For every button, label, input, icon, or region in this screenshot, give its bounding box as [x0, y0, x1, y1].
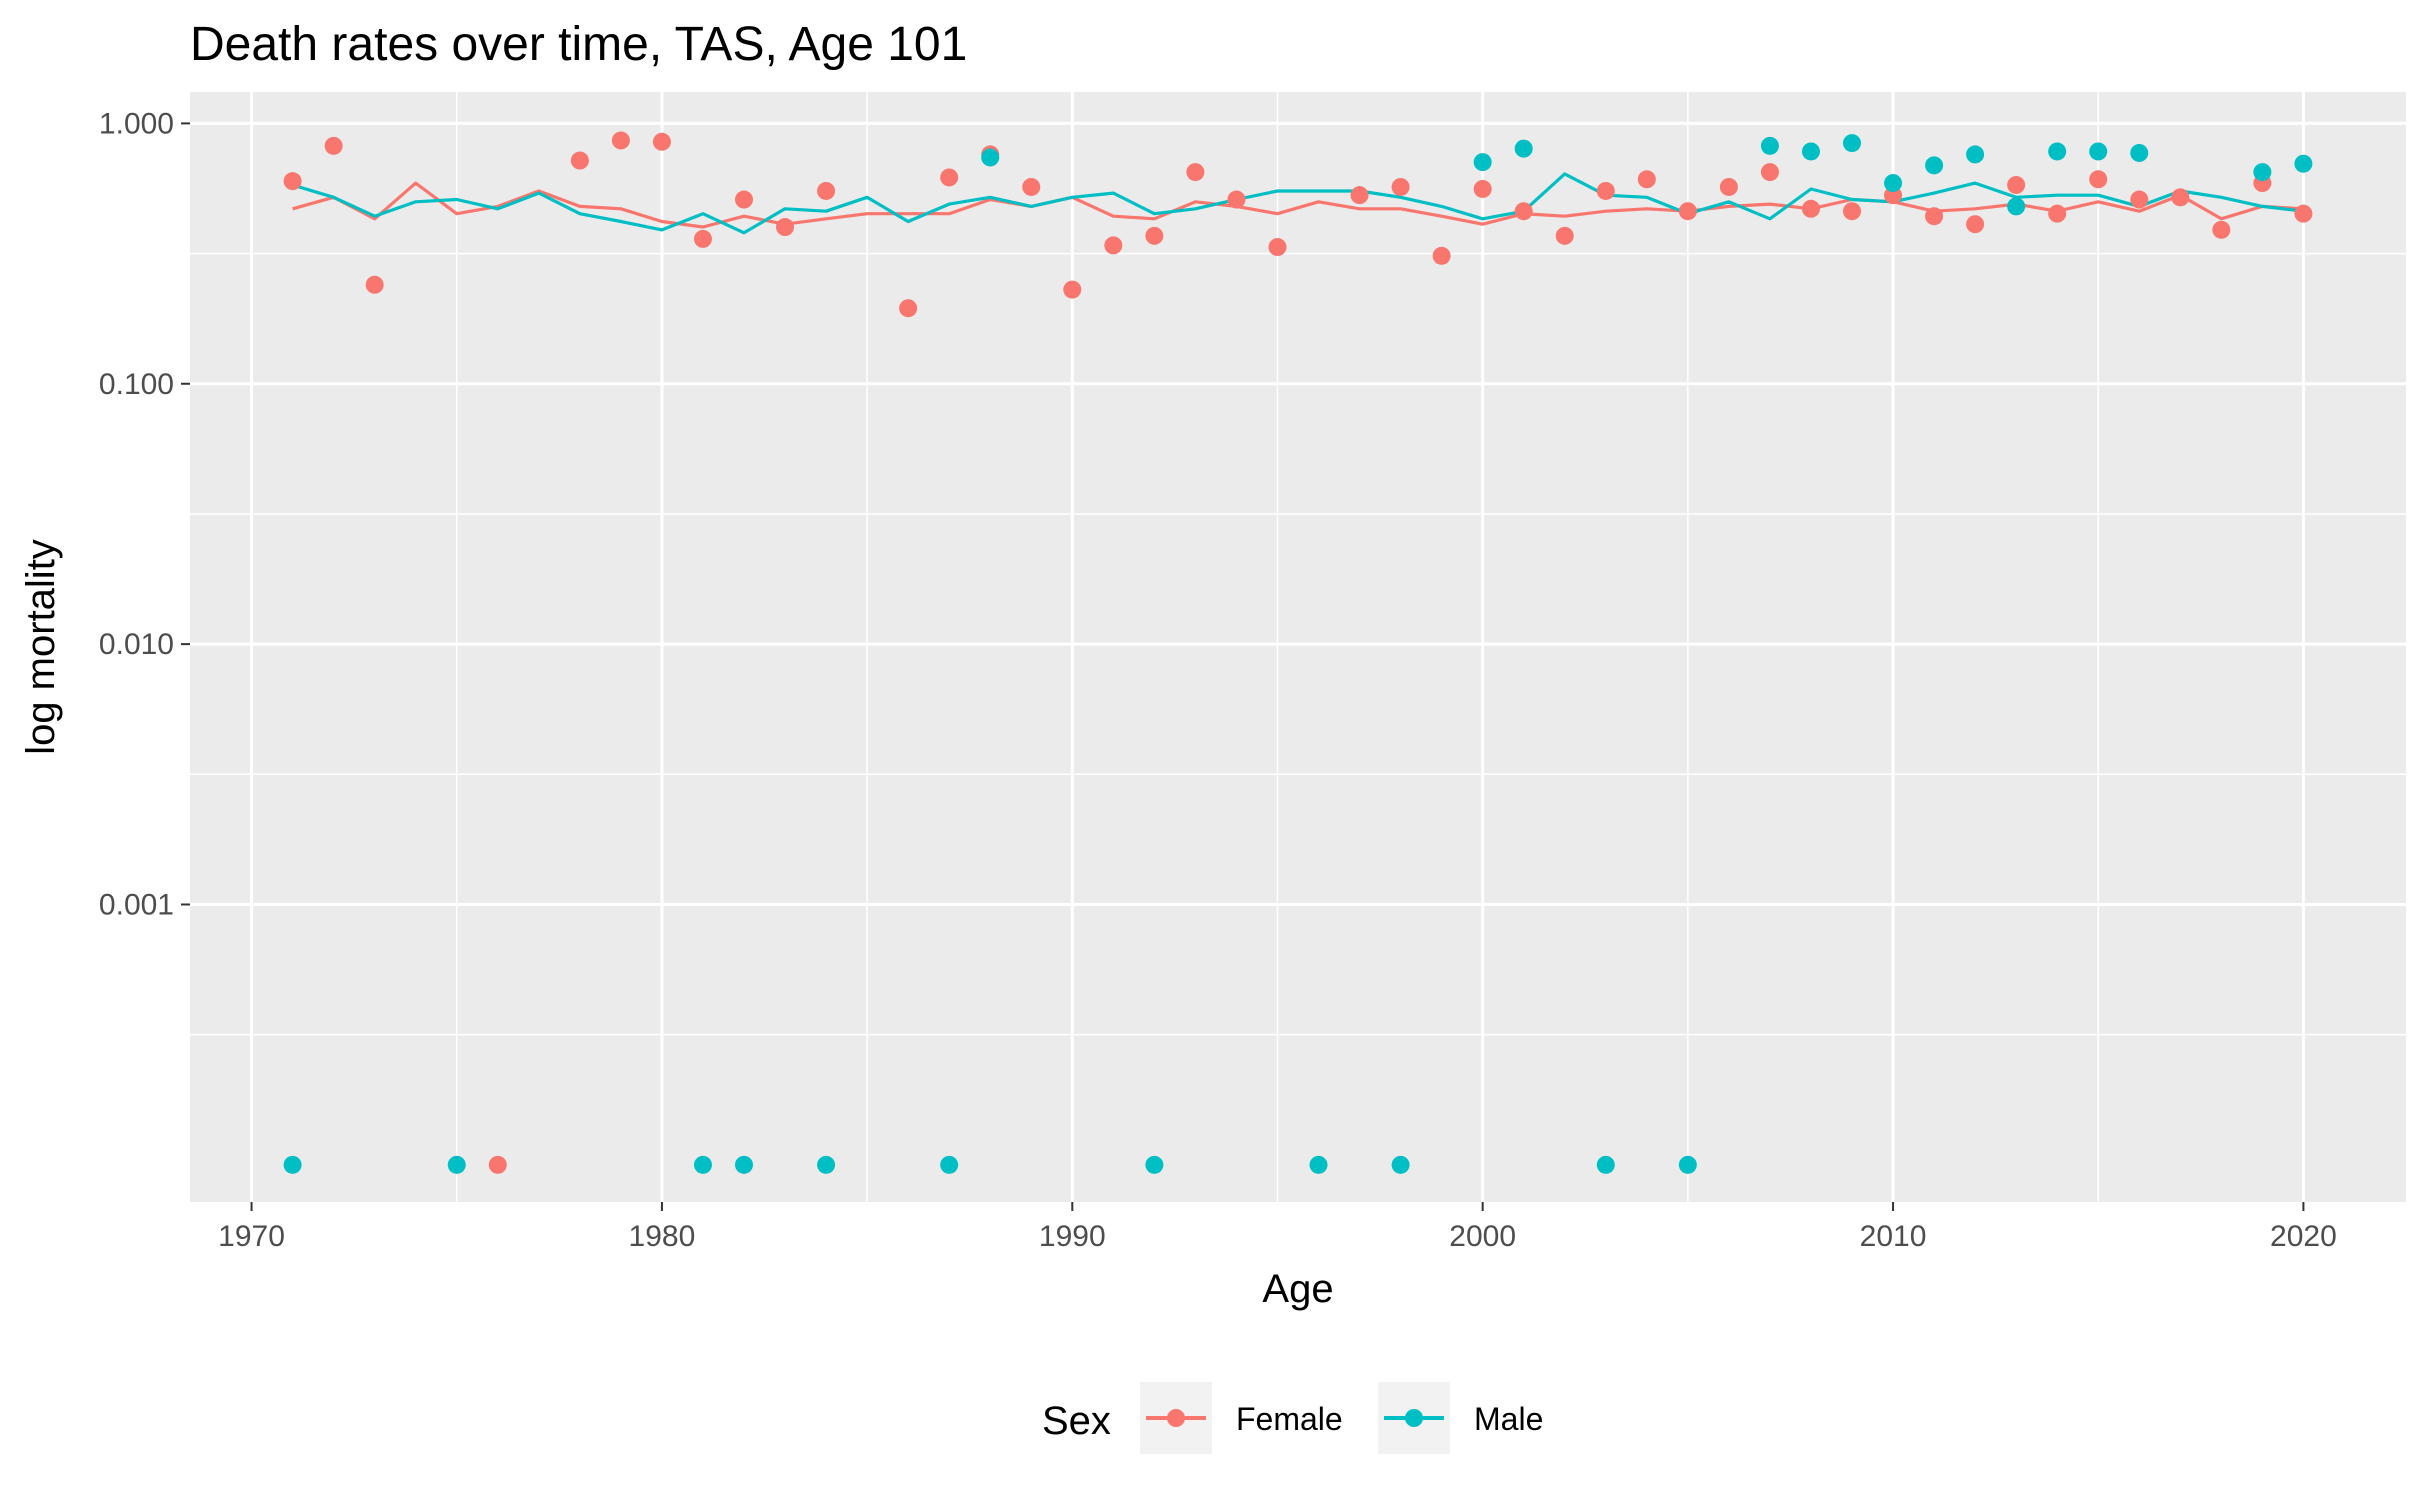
- y-tick-label: 1.000: [99, 107, 174, 140]
- x-tick-label: 1970: [218, 1220, 285, 1253]
- legend-label-female: Female: [1236, 1401, 1343, 1437]
- data-point-female: [1514, 202, 1533, 221]
- data-point-female: [488, 1155, 507, 1174]
- x-tick-label: 2020: [2270, 1220, 2337, 1253]
- y-tick-label: 0.010: [99, 628, 174, 661]
- data-point-female: [1678, 202, 1697, 221]
- data-point-female: [940, 168, 959, 187]
- data-point-female: [1227, 190, 1246, 209]
- data-point-female: [570, 151, 589, 170]
- data-point-female: [1473, 179, 1492, 198]
- data-point-female: [693, 229, 712, 248]
- data-point-female: [283, 172, 302, 191]
- legend-item-female: Female: [1140, 1382, 1343, 1454]
- data-point-male: [2048, 142, 2067, 161]
- data-point-female: [2294, 204, 2313, 223]
- data-point-female: [365, 275, 384, 294]
- data-point-male: [1514, 139, 1533, 158]
- data-point-female: [1145, 226, 1164, 245]
- data-point-female: [817, 181, 836, 200]
- data-point-female: [1925, 207, 1944, 226]
- data-point-male: [2089, 142, 2108, 161]
- x-tick-label: 2010: [1860, 1220, 1927, 1253]
- x-axis: 1970 1980 1990 2000 2010 2020: [218, 1202, 2337, 1253]
- data-point-female: [899, 299, 918, 318]
- y-tick-label: 0.100: [99, 368, 174, 401]
- data-point-male: [1925, 156, 1944, 175]
- data-point-male: [1309, 1155, 1328, 1174]
- data-point-male: [1678, 1155, 1697, 1174]
- chart-title: Death rates over time, TAS, Age 101: [190, 18, 967, 71]
- x-axis-title: Age: [1262, 1267, 1333, 1311]
- legend-item-male: Male: [1378, 1382, 1543, 1454]
- data-point-male: [1884, 174, 1903, 193]
- data-point-male: [1843, 134, 1861, 153]
- data-point-female: [1801, 199, 1820, 218]
- data-point-female: [1063, 280, 1082, 299]
- data-point-male: [1801, 142, 1820, 161]
- data-point-male: [447, 1155, 466, 1174]
- data-point-male: [940, 1155, 959, 1174]
- data-point-male: [283, 1155, 302, 1174]
- data-point-female: [1637, 170, 1656, 189]
- data-point-female: [735, 190, 753, 209]
- data-point-female: [2171, 188, 2190, 207]
- data-point-female: [1022, 177, 1041, 196]
- x-tick-label: 1980: [629, 1220, 696, 1253]
- data-point-male: [2253, 163, 2272, 182]
- data-point-male: [1145, 1155, 1164, 1174]
- y-axis-title: log mortality: [19, 539, 63, 755]
- major-gridlines: [190, 92, 2406, 1202]
- data-point-female: [2048, 204, 2067, 223]
- trend-line-female: [292, 181, 2304, 229]
- data-point-male: [2294, 154, 2313, 173]
- data-point-male: [2007, 197, 2026, 216]
- data-point-male: [735, 1155, 753, 1174]
- plot-panel: [190, 92, 2406, 1202]
- data-point-female: [652, 132, 671, 151]
- data-point-female: [1555, 226, 1574, 245]
- data-point-female: [611, 131, 630, 150]
- data-point-female: [1760, 163, 1779, 182]
- legend: Sex Female Male: [1042, 1382, 1543, 1454]
- data-point-male: [981, 148, 1000, 167]
- y-tick-label: 0.001: [99, 888, 174, 921]
- data-point-female: [1186, 163, 1205, 182]
- data-point-female: [1350, 186, 1369, 205]
- data-point-male: [1596, 1155, 1615, 1174]
- legend-label-male: Male: [1474, 1401, 1543, 1437]
- data-point-female: [776, 218, 795, 237]
- data-point-male: [1760, 136, 1779, 155]
- data-point-female: [2130, 190, 2149, 209]
- legend-dot-male: [1405, 1409, 1423, 1427]
- y-axis: 0.001 0.010 0.100 1.000: [99, 107, 190, 921]
- x-tick-label: 2000: [1449, 1220, 1516, 1253]
- data-point-female: [1432, 246, 1451, 265]
- data-point-female: [1391, 177, 1410, 196]
- data-point-male: [1391, 1155, 1410, 1174]
- minor-gridlines: [190, 92, 2406, 1202]
- data-point-male: [1966, 145, 1985, 164]
- data-point-female: [1966, 215, 1985, 234]
- data-point-female: [1104, 236, 1123, 255]
- legend-dot-female: [1167, 1409, 1185, 1427]
- legend-title: Sex: [1042, 1399, 1111, 1443]
- trend-line-male: [292, 172, 2304, 235]
- data-point-male: [1473, 153, 1492, 172]
- data-point-male: [817, 1155, 836, 1174]
- data-point-female: [1719, 177, 1738, 196]
- data-point-female: [2212, 220, 2231, 239]
- data-point-female: [2089, 170, 2108, 189]
- data-point-female: [1268, 238, 1287, 257]
- data-point-male: [2130, 143, 2149, 162]
- x-tick-label: 1990: [1039, 1220, 1106, 1253]
- series-layer: [283, 131, 2313, 1174]
- data-point-female: [1596, 181, 1615, 200]
- data-point-female: [2007, 175, 2026, 194]
- data-point-male: [693, 1155, 712, 1174]
- data-point-female: [324, 136, 343, 155]
- data-point-female: [1843, 202, 1861, 221]
